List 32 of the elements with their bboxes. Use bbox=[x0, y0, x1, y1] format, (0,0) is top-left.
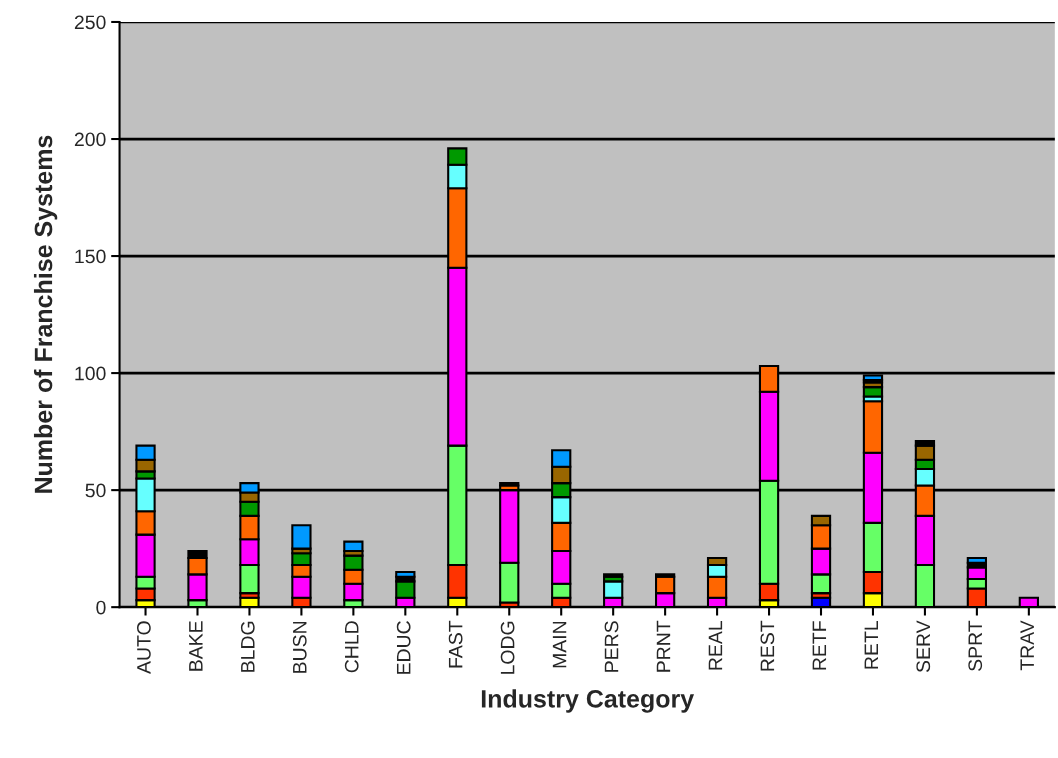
y-tick-label: 0 bbox=[96, 600, 106, 615]
x-tick-label: AUTO bbox=[136, 621, 151, 674]
x-tick-label: BAKE bbox=[189, 621, 203, 671]
x-tick-label: SERV bbox=[916, 620, 931, 673]
x-tick-label: BLDG bbox=[240, 621, 255, 672]
x-tick-label: PRNT bbox=[656, 620, 671, 672]
x-tick-label: FAST bbox=[448, 620, 463, 668]
bar bbox=[343, 540, 364, 553]
x-tick-label: REAL bbox=[708, 621, 723, 670]
y-tick-label: 200 bbox=[74, 132, 106, 147]
x-tick-label: SPRT bbox=[968, 620, 983, 671]
bar bbox=[603, 573, 624, 578]
bar bbox=[499, 482, 520, 487]
x-tick-label: MAIN bbox=[552, 621, 567, 668]
x-tick-label: BUSN bbox=[292, 621, 307, 673]
y-tick-label: 250 bbox=[74, 15, 106, 30]
x-tick-label: CHLD bbox=[344, 621, 359, 673]
x-tick-label: TRAV bbox=[1020, 620, 1034, 671]
y-tick-label: 150 bbox=[75, 249, 106, 264]
x-tick-label: RETL bbox=[864, 621, 878, 669]
bar bbox=[966, 556, 988, 564]
x-tick-label: EDUC bbox=[396, 621, 411, 674]
y-axis-title: Number of Franchise Systems bbox=[33, 135, 58, 493]
y-tick-label: 50 bbox=[85, 483, 106, 498]
x-tick-label: REST bbox=[760, 620, 775, 671]
y-tick-label: 100 bbox=[75, 366, 106, 381]
x-tick-label: LODG bbox=[500, 621, 515, 674]
x-tick-label: PERS bbox=[604, 621, 619, 672]
x-axis-title: Industry Category bbox=[481, 689, 695, 713]
x-tick-label: RETF bbox=[812, 621, 827, 670]
bar bbox=[395, 571, 416, 578]
bar bbox=[291, 524, 312, 550]
